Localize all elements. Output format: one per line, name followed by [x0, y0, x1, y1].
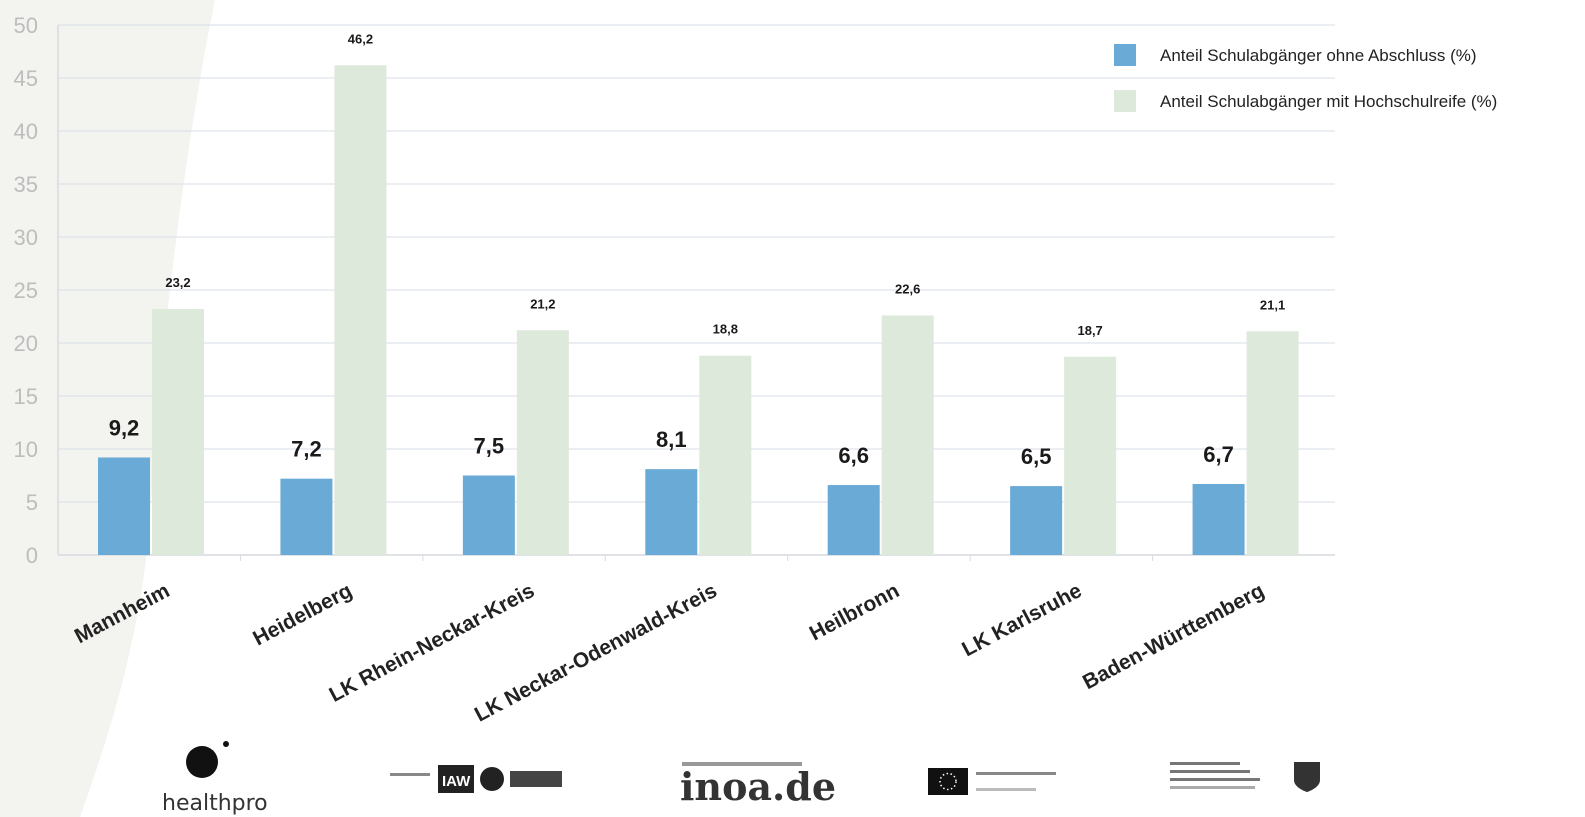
y-tick-label: 45: [14, 66, 38, 91]
eu-stars: [939, 772, 957, 791]
bar-ohne-abschluss: [280, 478, 333, 555]
iaw-stripe: [390, 773, 430, 776]
bar-ohne-abschluss: [98, 457, 150, 555]
legend-swatch: [1114, 90, 1136, 112]
data-label-ohne-abschluss: 6,7: [1203, 442, 1234, 467]
logo-iaw-rwth: IAW: [390, 765, 562, 793]
y-tick-label: 0: [26, 543, 38, 568]
bar-ohne-abschluss: [462, 475, 515, 555]
y-tick-label: 50: [14, 13, 38, 38]
bar-hochschulreife: [881, 315, 934, 555]
y-tick-label: 15: [14, 384, 38, 409]
y-tick-label: 35: [14, 172, 38, 197]
data-labels: 9,2 23,2 7,2 46,2 7,5 21,2 8,1 18,8 6,6 22,6 6,5 18…: [109, 31, 1286, 469]
x-category-label: Heidelberg: [249, 579, 356, 650]
bar-hochschulreife: [152, 309, 204, 555]
data-label-ohne-abschluss: 9,2: [109, 415, 140, 440]
logo-inoa: inoa.de: [680, 762, 836, 809]
bar-hochschulreife: [334, 65, 387, 555]
data-label-ohne-abschluss: 6,6: [838, 443, 869, 468]
y-tick-label: 30: [14, 225, 38, 250]
y-tick-label: 40: [14, 119, 38, 144]
y-axis-ticks: 0 5 10 15 20 25 30 35 40 45 50: [14, 13, 38, 568]
data-label-hochschulreife: 46,2: [348, 31, 373, 46]
inoa-small-text: [682, 762, 802, 766]
legend: Anteil Schulabgänger ohne Abschluss (%) A…: [1114, 44, 1497, 112]
bars: [98, 65, 1299, 555]
data-label-hochschulreife: 18,7: [1077, 323, 1102, 338]
iaw-box: [438, 765, 474, 793]
healthpro-wordmark: healthpro: [162, 791, 268, 816]
background-curve-shape: [0, 0, 215, 817]
data-label-hochschulreife: 21,1: [1260, 297, 1285, 312]
data-label-hochschulreife: 22,6: [895, 281, 920, 296]
y-tick-label: 25: [14, 278, 38, 303]
data-label-hochschulreife: 18,8: [713, 322, 738, 337]
bar-ohne-abschluss: [1192, 483, 1245, 555]
nrw-coat-of-arms-icon: [1294, 762, 1320, 792]
logo-healthpro: healthpro: [162, 741, 268, 816]
legend-label: Anteil Schulabgänger ohne Abschluss (%): [1160, 46, 1477, 65]
data-label-hochschulreife: 23,2: [165, 275, 190, 290]
bar-hochschulreife: [1064, 356, 1117, 555]
y-tick-label: 20: [14, 331, 38, 356]
ministry-text-line-4: [1170, 786, 1255, 789]
rwth-text-block: [510, 771, 562, 787]
ministry-text-line-2: [1170, 770, 1250, 773]
bar-hochschulreife: [1246, 331, 1299, 555]
logo-eu: [928, 768, 1056, 795]
bar-ohne-abschluss: [827, 485, 880, 555]
ministry-text-line-3: [1170, 778, 1260, 781]
eu-text-line-2: [976, 788, 1036, 791]
healthpro-icon: [186, 746, 218, 778]
y-tick-label: 5: [26, 490, 38, 515]
legend-label: Anteil Schulabgänger mit Hochschulreife …: [1160, 92, 1497, 111]
ministry-text-line-1: [1170, 762, 1240, 765]
data-label-ohne-abschluss: 7,2: [291, 437, 322, 462]
data-label-ohne-abschluss: 7,5: [474, 434, 505, 459]
iaw-wordmark: IAW: [442, 773, 471, 790]
inoa-wordmark: inoa.de: [680, 764, 836, 809]
eu-text-line: [976, 772, 1056, 775]
bar-ohne-abschluss: [645, 469, 698, 555]
y-tick-label: 10: [14, 437, 38, 462]
bar-ohne-abschluss: [1010, 486, 1063, 555]
healthpro-icon-dot: [223, 741, 229, 747]
data-label-ohne-abschluss: 6,5: [1021, 444, 1052, 469]
eu-flag-icon: [928, 768, 968, 795]
logo-nrw-ministry: [1170, 762, 1320, 792]
x-category-label: Baden-Württemberg: [1079, 579, 1268, 694]
data-label-ohne-abschluss: 8,1: [656, 427, 687, 452]
rwth-icon: [480, 767, 504, 791]
legend-swatch: [1114, 44, 1136, 66]
bar-hochschulreife: [516, 330, 569, 555]
x-category-label: Heilbronn: [806, 579, 903, 645]
x-category-label: LK Karlsruhe: [958, 579, 1085, 661]
gridlines: [57, 24, 1335, 561]
data-label-hochschulreife: 21,2: [530, 296, 555, 311]
bar-hochschulreife: [699, 355, 752, 555]
